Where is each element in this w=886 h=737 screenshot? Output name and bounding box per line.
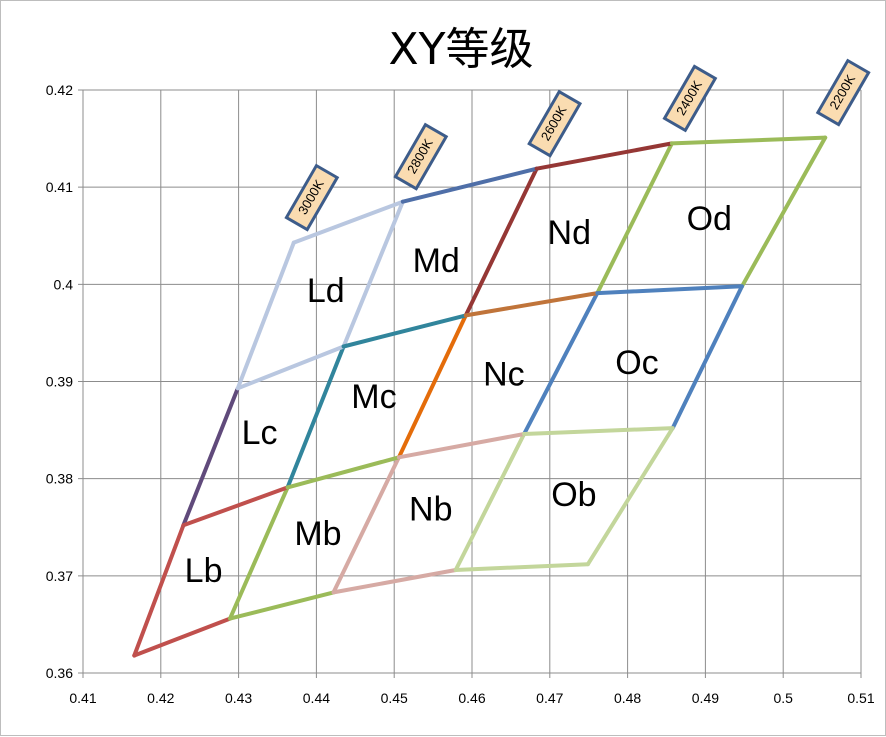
series-line xyxy=(132,616,232,658)
series-line xyxy=(331,568,458,595)
y-tick-label: 0.41 xyxy=(46,179,73,195)
x-tick-label: 0.46 xyxy=(458,690,485,706)
series-line xyxy=(453,432,527,572)
cct-label-box xyxy=(815,58,871,127)
y-tick-label: 0.39 xyxy=(46,374,73,390)
series-line xyxy=(396,313,468,460)
x-tick-label: 0.49 xyxy=(692,690,719,706)
series-line xyxy=(585,426,675,567)
region-label: Nd xyxy=(548,214,591,252)
region-label: Ob xyxy=(551,476,596,514)
series-line xyxy=(228,485,290,621)
region-label: Oc xyxy=(615,344,658,382)
series-line xyxy=(181,485,290,528)
series-line xyxy=(396,432,527,460)
series-line xyxy=(400,166,539,204)
series-line xyxy=(341,199,405,349)
cct-label-box xyxy=(527,89,583,158)
cct-label-box xyxy=(393,122,449,191)
series-line xyxy=(331,455,401,595)
chart-title: XY等级 xyxy=(388,24,533,75)
y-tick-label: 0.42 xyxy=(46,82,73,98)
series-line xyxy=(522,426,675,436)
x-tick-label: 0.47 xyxy=(536,690,563,706)
cct-label: 2400K xyxy=(662,64,718,133)
x-tick-label: 0.51 xyxy=(847,690,874,706)
series-line xyxy=(522,291,600,436)
y-tick-label: 0.38 xyxy=(46,471,73,487)
series-line xyxy=(463,166,539,318)
series-line xyxy=(463,291,600,318)
region-labels: Lb Mb Nb Ob Lc Mc Nc Oc Ld Md Nd Od xyxy=(185,200,732,590)
series-line xyxy=(595,284,744,296)
x-tick-label: 0.44 xyxy=(303,690,330,706)
region-label: Nb xyxy=(409,491,452,529)
region-label: Mb xyxy=(294,515,341,553)
x-tick-label: 0.45 xyxy=(381,690,408,706)
series-line xyxy=(235,240,296,391)
x-tick-label: 0.43 xyxy=(225,690,252,706)
series-line xyxy=(285,455,401,490)
series-line xyxy=(341,313,468,349)
cct-label: 3000K xyxy=(284,163,340,232)
series-layer xyxy=(132,135,828,658)
series-line xyxy=(285,344,346,490)
series-line xyxy=(132,523,186,658)
y-tick-label: 0.36 xyxy=(46,665,73,681)
cct-label-box xyxy=(662,64,718,133)
series-line xyxy=(534,141,674,171)
series-line xyxy=(669,135,828,146)
series-line xyxy=(670,284,744,431)
y-tick-label: 0.37 xyxy=(46,568,73,584)
series-line xyxy=(181,386,240,528)
x-tick-label: 0.48 xyxy=(614,690,641,706)
x-tick-label: 0.5 xyxy=(773,690,793,706)
x-tick-label: 0.41 xyxy=(69,690,96,706)
cct-label: 2600K xyxy=(527,89,583,158)
series-line xyxy=(228,590,336,621)
region-label: Lb xyxy=(185,552,223,590)
x-tick-label: 0.42 xyxy=(147,690,174,706)
y-tick-label: 0.4 xyxy=(54,276,74,292)
cct-label-box xyxy=(284,163,340,232)
cct-label: 2800K xyxy=(393,122,449,191)
region-label: Lc xyxy=(242,414,278,452)
series-line xyxy=(453,562,590,572)
region-label: Od xyxy=(687,200,732,238)
series-line xyxy=(291,199,405,245)
y-axis-ticks: 0.36 0.37 0.38 0.39 0.4 0.41 0.42 xyxy=(46,82,73,681)
series-line xyxy=(235,344,346,391)
x-axis-ticks: 0.41 0.42 0.43 0.44 0.45 0.46 0.47 0.48 0.49 0.5 0… xyxy=(69,690,874,706)
series-line xyxy=(595,141,674,296)
region-label: Nc xyxy=(483,356,525,394)
region-label: Ld xyxy=(307,272,345,310)
region-label: Md xyxy=(413,242,460,280)
series-line xyxy=(740,135,828,289)
region-label: Mc xyxy=(351,378,396,416)
